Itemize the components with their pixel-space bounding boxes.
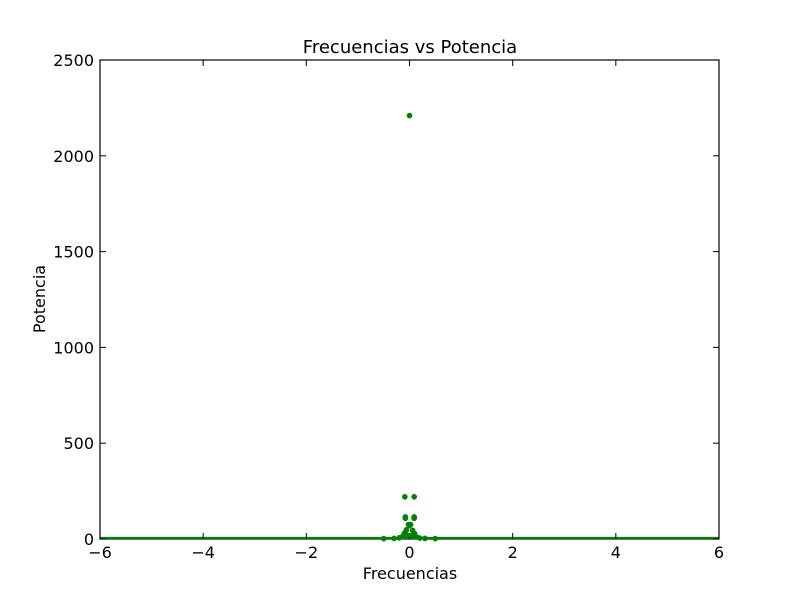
y-tick-label: 500 (63, 434, 94, 453)
x-tick-label: 4 (611, 543, 621, 562)
data-point (391, 535, 397, 542)
data-point (380, 535, 387, 542)
data-points (380, 112, 439, 542)
data-point (411, 515, 417, 522)
data-point (402, 493, 408, 500)
x-tick-label: −2 (295, 543, 319, 562)
y-tick-label: 1000 (53, 338, 94, 357)
data-point (406, 522, 413, 529)
axes-frame (99, 59, 720, 540)
x-tick-label: −6 (88, 543, 112, 562)
y-tick-label: 2500 (53, 51, 94, 70)
data-point (422, 535, 428, 542)
data-point (432, 535, 439, 542)
chart-title: Frecuencias vs Potencia (303, 37, 517, 58)
data-point (408, 532, 415, 539)
y-tick-label: 1500 (53, 243, 94, 262)
y-tick-label: 2000 (53, 147, 94, 166)
data-point (416, 535, 423, 541)
x-tick-label: 0 (404, 543, 414, 562)
plot-area: −6 −4 −2 0 2 4 6 0 500 1000 1500 2000 2500 (53, 51, 724, 562)
x-axis-ticks: −6 −4 −2 0 2 4 6 (88, 60, 724, 562)
data-point (402, 515, 409, 522)
x-tick-label: 2 (508, 543, 518, 562)
data-point (411, 493, 417, 500)
y-tick-label: 0 (84, 530, 94, 549)
data-point (396, 535, 403, 541)
x-tick-label: 6 (714, 543, 724, 562)
x-axis-label: Frecuencias (363, 564, 457, 583)
y-axis-label: Potencia (30, 265, 49, 333)
y-axis-ticks: 0 500 1000 1500 2000 2500 (53, 51, 719, 549)
data-point (406, 112, 413, 119)
x-tick-label: −4 (191, 543, 215, 562)
